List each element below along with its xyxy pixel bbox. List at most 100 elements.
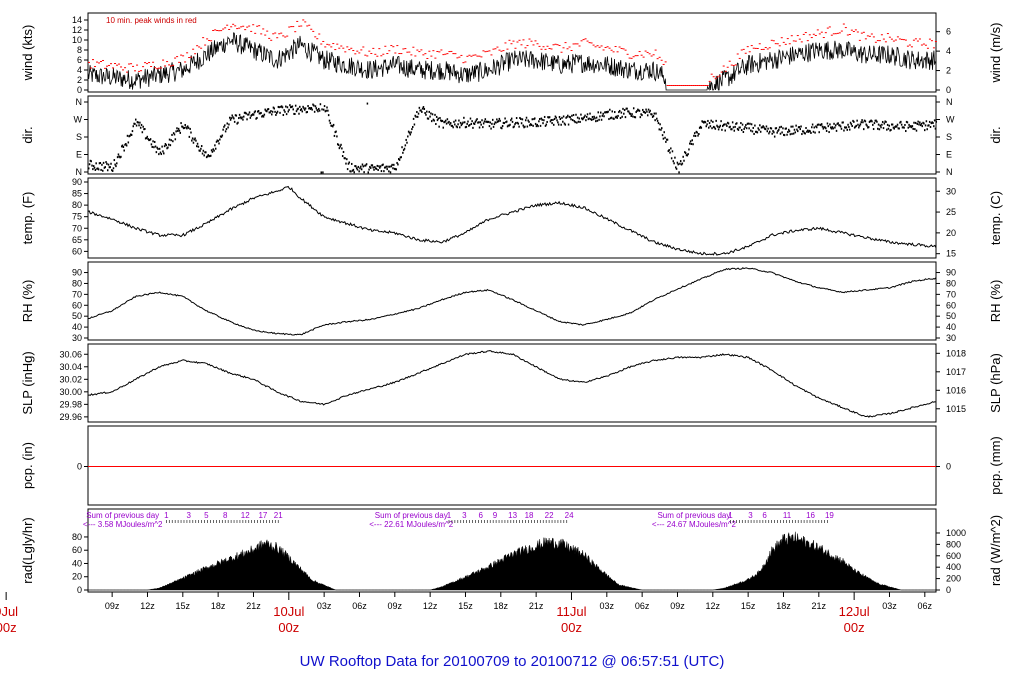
dir-point (285, 113, 288, 116)
dir-point (173, 133, 176, 136)
dir-point (681, 162, 684, 165)
peak-mark (98, 62, 101, 64)
dir-point (470, 122, 473, 125)
dir-point (851, 125, 853, 128)
y-tick-label-right: 0 (946, 85, 951, 95)
y-axis-title-right: dir. (988, 126, 1003, 143)
dir-point (518, 125, 520, 128)
y-tick-label-right: 90 (946, 268, 956, 278)
dir-point (861, 119, 863, 122)
dir-point (110, 162, 112, 165)
dir-point (595, 120, 597, 123)
dir-point (298, 112, 300, 115)
dir-point (673, 162, 675, 165)
dir-point (249, 116, 252, 119)
peak-mark (684, 85, 687, 86)
dir-point (197, 145, 200, 148)
dir-point (228, 116, 231, 119)
dir-point (903, 126, 905, 129)
dir-point (455, 125, 458, 128)
dir-point (440, 120, 443, 123)
dir-point (872, 128, 875, 131)
peak-mark (802, 33, 805, 35)
dir-point (656, 117, 658, 120)
peak-mark (680, 85, 683, 86)
peak-mark (772, 40, 775, 42)
dir-point (453, 120, 455, 123)
dir-point (648, 111, 651, 114)
dir-point (812, 130, 815, 133)
dir-point (339, 145, 341, 148)
dir-point (515, 117, 518, 120)
dir-point (787, 131, 789, 134)
peak-mark (190, 56, 193, 58)
dir-point (744, 126, 746, 129)
dir-point (909, 125, 911, 128)
dir-point (638, 109, 641, 112)
dir-point (291, 105, 294, 108)
dir-point (593, 115, 595, 118)
dir-point (215, 140, 218, 143)
dir-point (170, 139, 172, 142)
dir-point (596, 119, 599, 122)
y-tick-label-right: 200 (946, 574, 961, 584)
dir-point (461, 122, 463, 125)
dir-point (731, 128, 733, 131)
peak-mark (274, 32, 277, 34)
dir-point (535, 125, 538, 128)
dir-point (605, 111, 608, 114)
dir-point (636, 109, 638, 112)
dir-point (755, 130, 758, 133)
x-tick-label: 06z (352, 601, 367, 611)
dir-point (666, 138, 669, 141)
peak-mark (184, 61, 187, 63)
dir-point (886, 123, 889, 126)
dir-point (481, 119, 483, 122)
dir-point (760, 126, 763, 129)
dir-point (800, 125, 802, 128)
peak-mark (146, 63, 149, 65)
dir-point (726, 124, 728, 127)
dir-point (168, 138, 171, 141)
peak-mark (804, 32, 807, 34)
peak-mark (776, 43, 779, 45)
dir-point (167, 146, 169, 149)
peak-mark (348, 49, 351, 51)
dir-point (320, 171, 322, 174)
dir-point (838, 124, 840, 127)
y-tick-label-right: 6 (946, 27, 951, 37)
peak-mark (398, 53, 401, 55)
dir-point (862, 121, 864, 124)
peak-mark (548, 47, 551, 49)
dir-point (498, 117, 501, 120)
dir-point (578, 117, 581, 120)
peak-mark (686, 85, 689, 86)
dir-point (823, 126, 825, 129)
peak-mark (808, 34, 811, 36)
dir-point (796, 128, 798, 131)
dir-point (158, 153, 160, 156)
peak-mark (138, 70, 141, 72)
peak-mark (716, 76, 719, 78)
dir-point (579, 120, 581, 123)
dir-point (550, 119, 553, 122)
peak-mark (386, 53, 389, 55)
dir-point (341, 155, 344, 158)
dir-point (512, 126, 515, 129)
y-tick-label-right: 40 (946, 322, 956, 332)
dir-point (425, 113, 427, 116)
series-dir-points (88, 102, 938, 174)
dir-point (90, 160, 92, 163)
peak-mark (414, 55, 417, 57)
dir-point (88, 167, 90, 170)
dir-point (682, 155, 684, 158)
peak-mark (746, 46, 749, 48)
peak-mark (252, 24, 255, 26)
peak-mark (396, 45, 399, 47)
dir-point (875, 119, 877, 122)
dir-point (211, 150, 214, 153)
dir-point (465, 125, 468, 128)
dir-point (181, 125, 183, 128)
dir-point (625, 107, 628, 110)
